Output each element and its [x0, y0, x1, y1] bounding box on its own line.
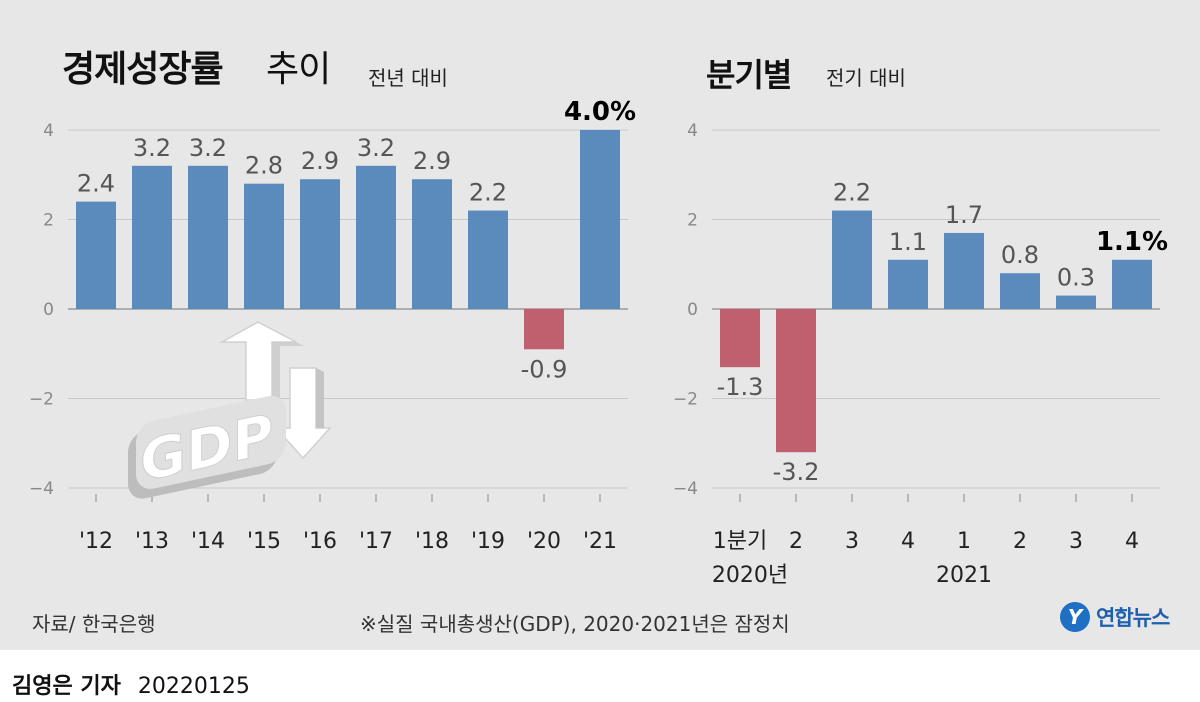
- y-tick-label: 0: [687, 300, 698, 320]
- x-tick-label: 1: [957, 529, 971, 554]
- gdp-arrow-icon: GDP: [128, 321, 332, 499]
- bar: [468, 210, 508, 309]
- yonhap-logo-text: 연합뉴스: [1096, 606, 1170, 630]
- bar-value-label: 4.0%: [564, 97, 636, 127]
- chart-panel: [0, 0, 1200, 650]
- x-tick-label: '18: [415, 529, 449, 554]
- x-group-label: 2021: [936, 563, 992, 588]
- quarterly-chart-title: 분기별: [706, 56, 792, 94]
- bar: [832, 210, 872, 309]
- x-tick-label: 4: [901, 529, 915, 554]
- bar: [944, 232, 984, 309]
- x-tick-label: '15: [247, 529, 281, 554]
- x-group-label: 2020년: [712, 563, 788, 588]
- bar: [412, 179, 452, 309]
- bar-value-label: 2.8: [245, 152, 283, 180]
- bar-value-label: 3.2: [133, 134, 171, 162]
- bar: [776, 309, 816, 453]
- annual-chart-title: 경제성장률: [62, 49, 224, 90]
- bar-value-label: 1.7: [945, 201, 983, 229]
- annual-chart-unit: 전년 대비: [368, 66, 448, 90]
- bar: [244, 183, 284, 309]
- bar: [1056, 295, 1096, 309]
- y-tick-label: 4: [687, 121, 698, 141]
- bar-value-label: 2.4: [77, 170, 115, 198]
- x-tick-label: 4: [1125, 529, 1139, 554]
- y-tick-label: 2: [43, 211, 54, 231]
- bar: [524, 309, 564, 350]
- bar: [188, 165, 228, 309]
- reporter-name: 김영은 기자: [12, 674, 121, 699]
- bar: [1112, 259, 1152, 309]
- bar: [720, 309, 760, 368]
- bar: [132, 165, 172, 309]
- x-tick-label: '16: [303, 529, 337, 554]
- y-tick-label: −4: [29, 479, 54, 499]
- y-tick-label: 2: [687, 211, 698, 231]
- x-tick-label: 2: [789, 529, 803, 554]
- bar-value-label: 1.1%: [1096, 227, 1168, 257]
- publish-date: 20220125: [137, 674, 250, 699]
- y-tick-label: 0: [43, 300, 54, 320]
- bar-value-label: 2.2: [833, 179, 871, 207]
- yonhap-logo: Y 연합뉴스: [1060, 602, 1170, 632]
- bar-value-label: -0.9: [521, 355, 568, 383]
- bar: [580, 130, 620, 309]
- bar: [888, 259, 928, 309]
- y-tick-label: 4: [43, 121, 54, 141]
- annual-chart: 4 2 0 −2 −4 2.4 '12 3.2 '13 3.2 '14 2.8 '15 2.9 '16 3.2…: [29, 97, 636, 554]
- x-tick-label: '14: [191, 529, 225, 554]
- bar-value-label: 2.9: [413, 147, 451, 175]
- x-tick-label: '21: [583, 529, 617, 554]
- bar-value-label: 1.1: [889, 228, 927, 256]
- x-tick-label: '19: [471, 529, 505, 554]
- x-tick-label: '12: [79, 529, 113, 554]
- x-tick-label: '13: [135, 529, 169, 554]
- quarterly-chart: 4 2 0 −2 −4 -1.3 1분기 -3.2 2 2.2 3 1.1 4 1.7 1 0.8 2 0.3 3 1…: [673, 121, 1168, 588]
- footnote-text: ※실질 국내총생산(GDP), 2020·2021년은 잠정치: [360, 612, 790, 636]
- x-tick-label: 3: [1069, 529, 1083, 554]
- x-tick-label: '20: [527, 529, 561, 554]
- bar-value-label: 3.2: [189, 134, 227, 162]
- bar-value-label: 0.8: [1001, 241, 1039, 269]
- charts-svg: 4 2 0 −2 −4 2.4 '12 3.2 '13 3.2 '14 2.8 '15 2.9 '16 3.2…: [29, 97, 1168, 588]
- x-tick-label: '17: [359, 529, 393, 554]
- bar: [356, 165, 396, 309]
- bar: [1000, 273, 1040, 309]
- x-tick-label: 1분기: [713, 529, 767, 554]
- bar-value-label: 0.3: [1057, 264, 1095, 292]
- annual-chart-subtitle: 추이: [266, 49, 331, 90]
- y-tick-label: −2: [29, 390, 54, 410]
- x-tick-label: 3: [845, 529, 859, 554]
- bar-value-label: 3.2: [357, 134, 395, 162]
- source-text: 자료/ 한국은행: [32, 612, 156, 636]
- quarterly-chart-unit: 전기 대비: [826, 66, 906, 90]
- yonhap-logo-icon: Y: [1060, 602, 1090, 632]
- y-tick-label: −4: [673, 479, 698, 499]
- byline: 김영은 기자 20220125: [12, 668, 250, 700]
- bar-value-label: -1.3: [717, 373, 764, 401]
- bar-value-label: 2.2: [469, 179, 507, 207]
- bar: [76, 201, 116, 309]
- x-tick-label: 2: [1013, 529, 1027, 554]
- bar-value-label: -3.2: [773, 458, 820, 486]
- bar-value-label: 2.9: [301, 147, 339, 175]
- bar: [300, 179, 340, 309]
- y-tick-label: −2: [673, 390, 698, 410]
